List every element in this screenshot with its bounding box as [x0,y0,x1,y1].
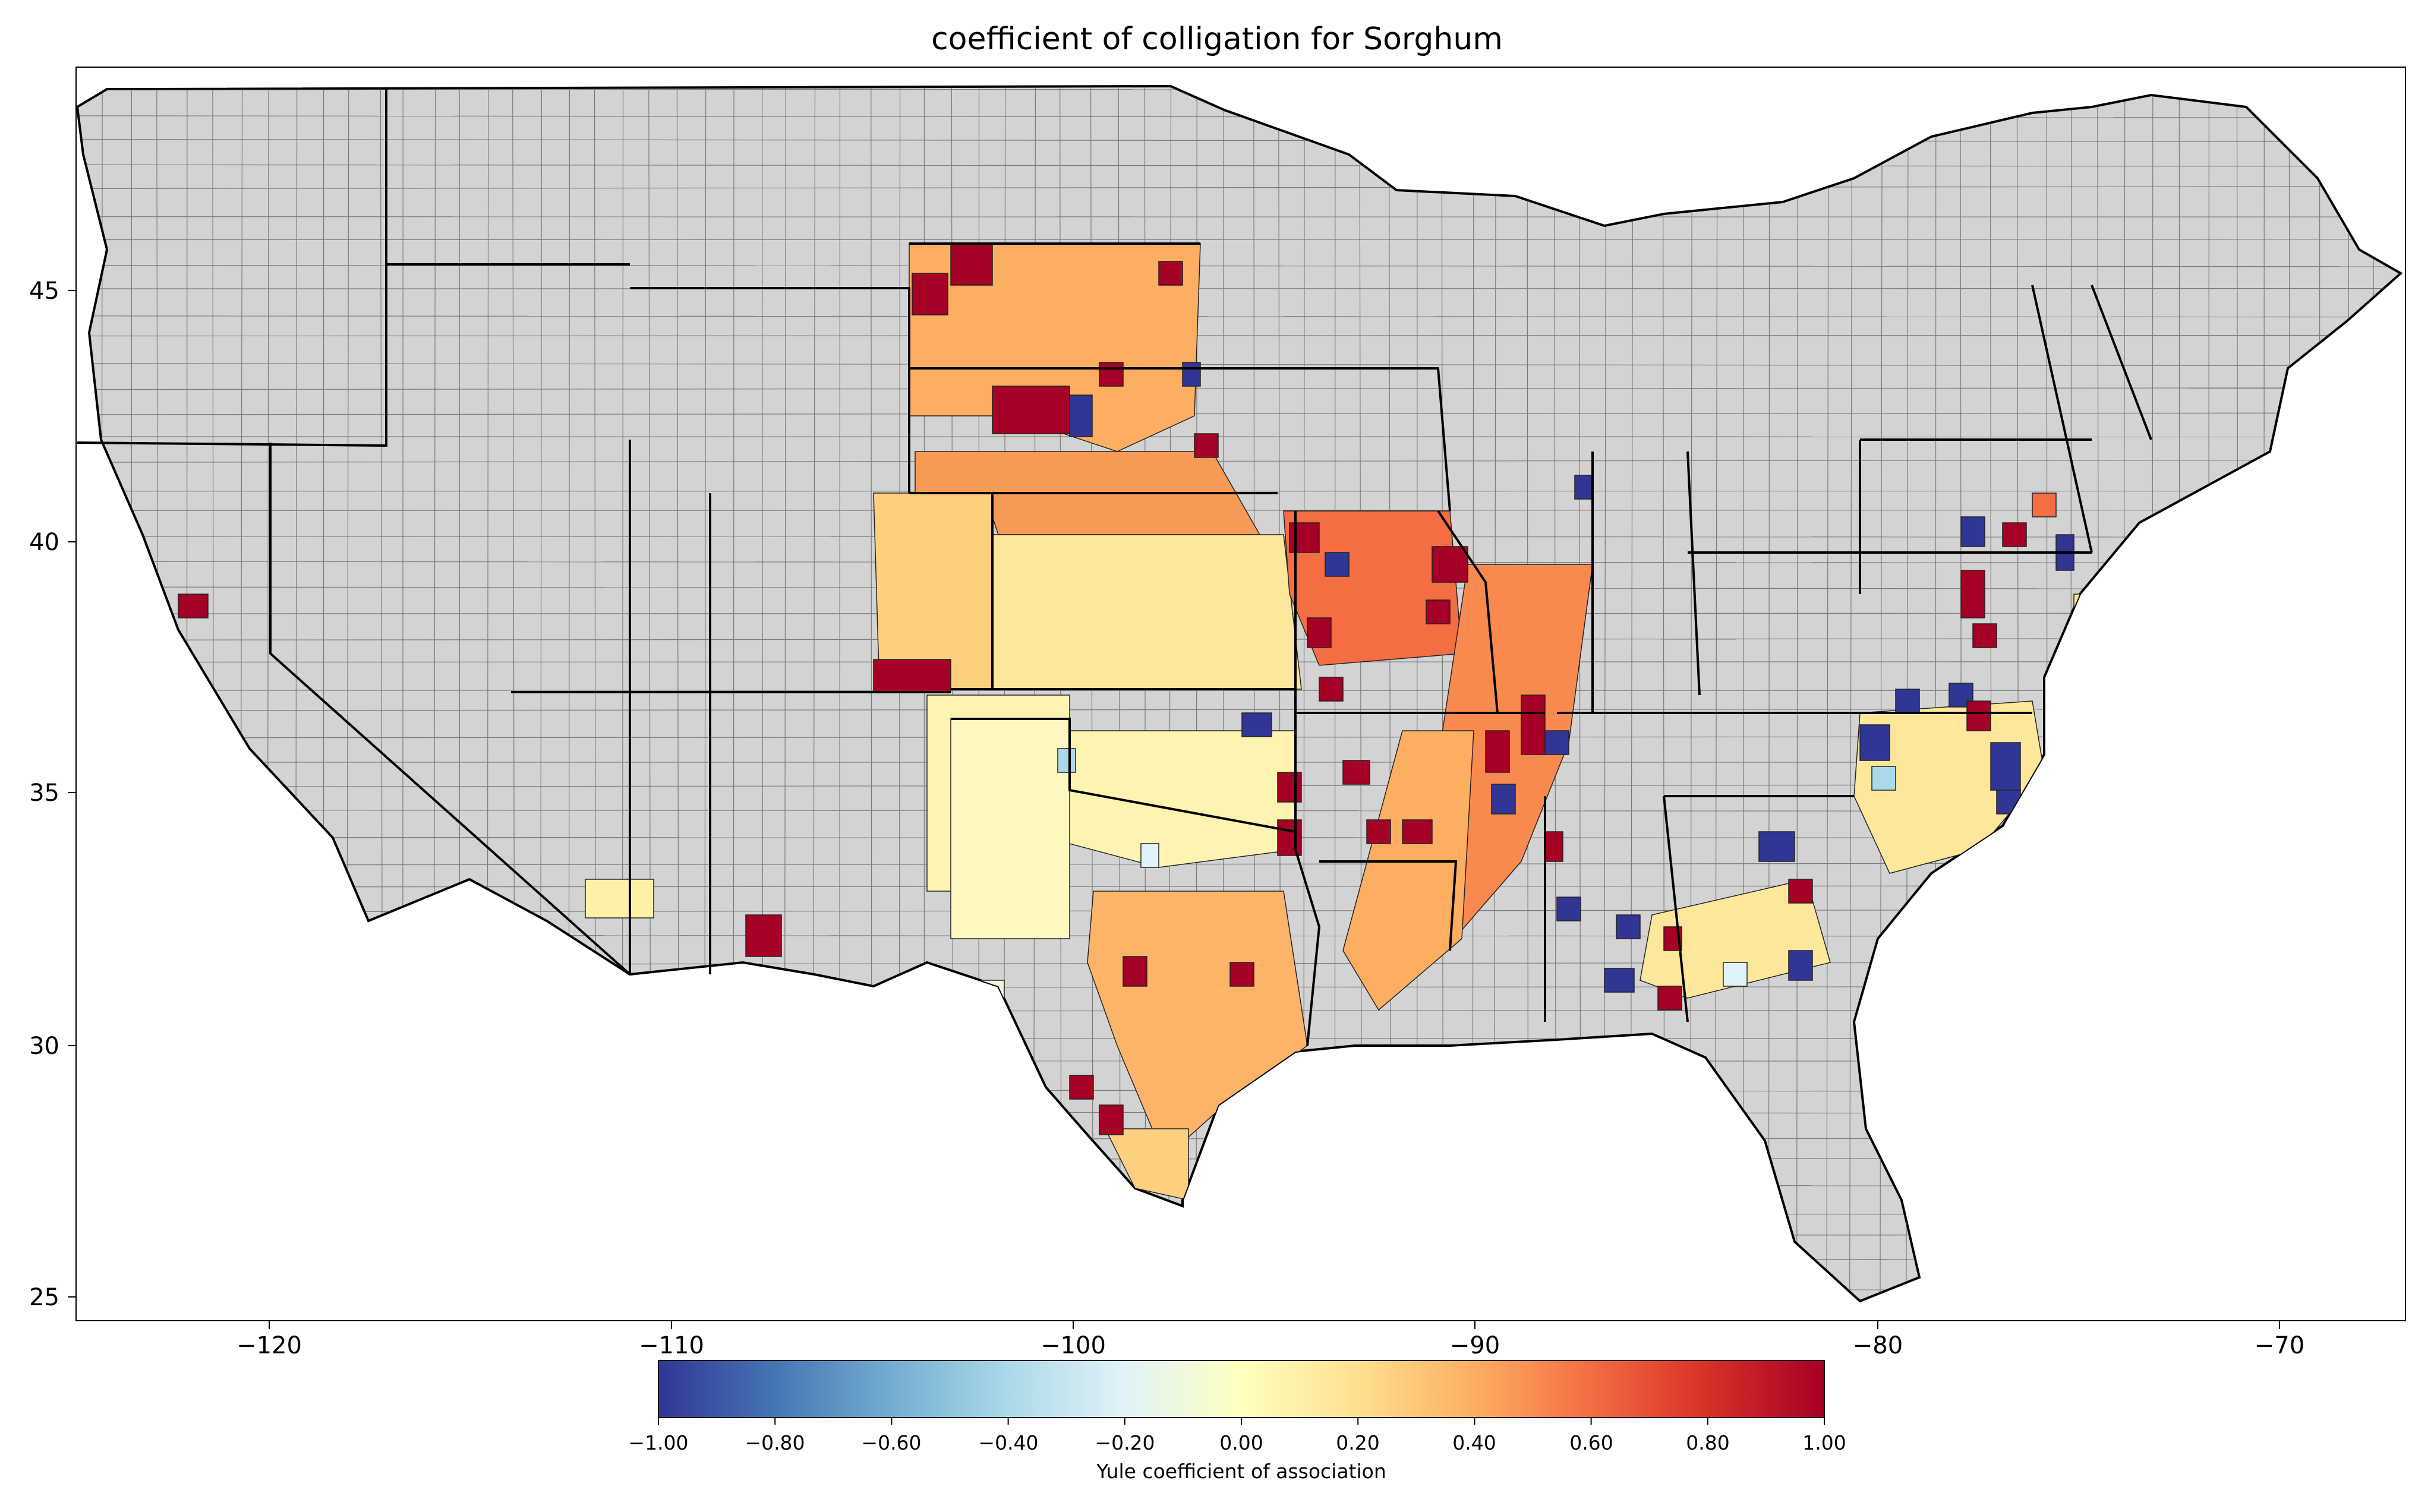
county-line [77,164,2401,167]
county-line [77,315,2401,318]
county-line [77,115,2401,118]
colorbar-ticks [658,1418,1825,1425]
colorbar-tick-label: 0.00 [1219,1431,1263,1454]
county-line [77,363,2401,367]
county-line [1768,86,1770,1301]
y-tick-labels: 25 30 35 40 45 [29,277,59,1311]
colorbar [658,1360,1825,1418]
county-line [77,334,2401,337]
x-tick-label: −90 [1450,1332,1500,1359]
county-line [77,412,2401,415]
colorbar-tick-label: −0.20 [1095,1431,1155,1454]
x-tick-label: −120 [237,1332,302,1359]
x-tick-label: −110 [639,1332,704,1359]
colorbar-tick-label: 0.80 [1686,1431,1729,1454]
colorbar-tick-label: −0.40 [978,1431,1038,1454]
y-tick-label: 30 [29,1033,59,1060]
region-arkansas-orange [1342,730,1474,1011]
county-line [77,459,2401,463]
region-tx-panhandle [950,718,1070,939]
colorbar-tick-label: −0.60 [861,1431,921,1454]
region-kansas [950,534,1302,690]
county-line [77,138,2401,142]
colorbar-tick-label: −1.00 [628,1431,688,1454]
county-line [77,387,2401,390]
county-line [1849,86,1853,1301]
colorbar-tick-label: −0.80 [745,1431,805,1454]
x-tick-labels: −120 −110 −100 −90 −80 −70 [237,1332,2304,1359]
y-tick-label: 35 [29,779,59,807]
county-line [77,239,2401,241]
colorbar-tick-label: 0.40 [1452,1431,1496,1454]
county-line [77,690,2401,692]
x-axis [269,1321,2280,1329]
x-tick-label: −80 [1853,1332,1903,1359]
colorbar-tick-label: 0.60 [1569,1431,1613,1454]
colorbar-tick-label: 1.00 [1802,1431,1846,1454]
colorbar-label: Yule coefficient of association [1096,1460,1386,1483]
county-line [77,186,2401,190]
state-borders [77,89,2152,1046]
y-tick-label: 40 [29,529,59,556]
chart-title: coefficient of colligation for Sorghum [931,21,1503,57]
x-tick-label: −100 [1041,1332,1106,1359]
region-georgia [1640,879,1831,999]
county-line [1796,86,1798,1301]
region-arizona [585,879,654,918]
y-tick-label: 45 [29,277,59,305]
us-landmass [75,84,2403,1303]
y-axis [68,290,76,1298]
x-tick-label: −70 [2255,1332,2304,1359]
colorbar-tick-labels: −1.00 −0.80 −0.60 −0.40 −0.20 0.00 0.20 … [628,1431,1846,1454]
county-line [1826,86,1829,1301]
colorbar-tick-label: 0.20 [1336,1431,1379,1454]
y-tick-label: 25 [29,1284,59,1311]
